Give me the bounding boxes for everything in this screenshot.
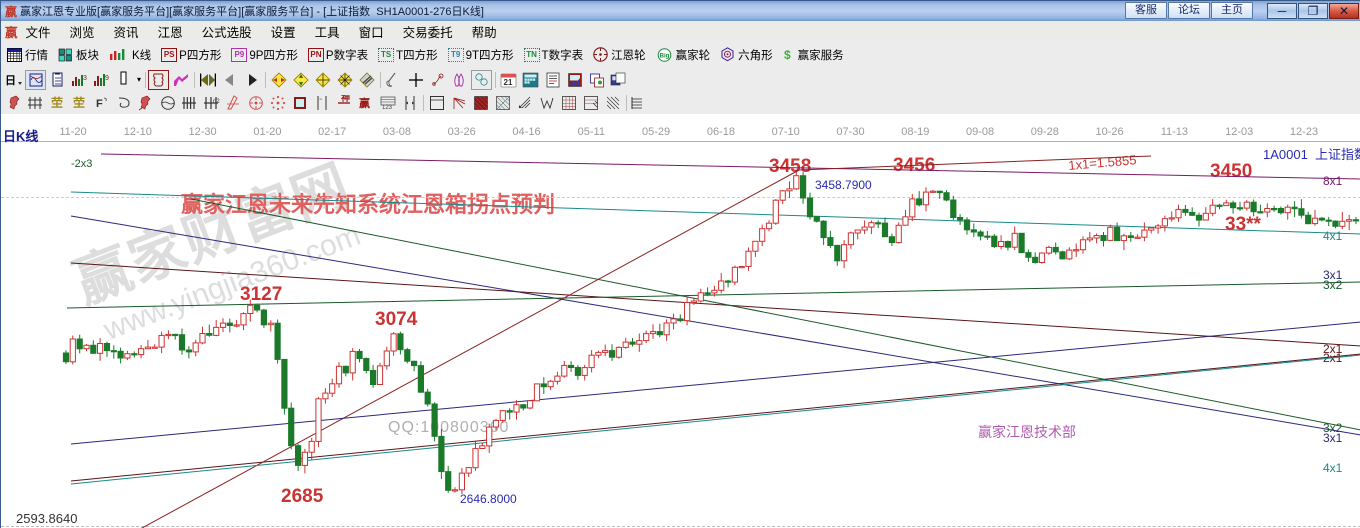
svg-text:9: 9 (105, 75, 109, 82)
svg-text:21: 21 (504, 78, 513, 87)
svg-text:": " (319, 99, 321, 105)
svg-text:日: 日 (5, 74, 16, 87)
svg-text:赢: 赢 (359, 96, 370, 110)
svg-text:茔: 茔 (73, 95, 85, 110)
svg-text:3: 3 (83, 75, 87, 82)
svg-text:F: F (96, 98, 103, 110)
svg-text:$: $ (784, 48, 791, 62)
svg-text:123: 123 (382, 105, 393, 111)
svg-text:茔: 茔 (51, 95, 63, 110)
svg-text:Big: Big (659, 53, 669, 59)
svg-text:神: 神 (341, 95, 350, 103)
svg-text:n2: n2 (213, 99, 220, 105)
